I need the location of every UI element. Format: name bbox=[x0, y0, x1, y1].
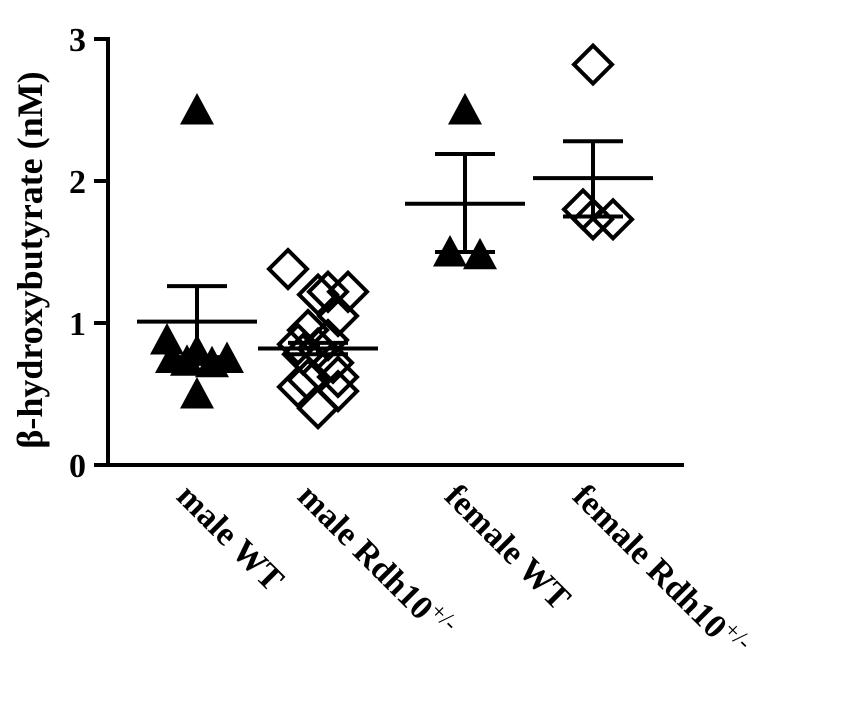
data-point-diamond bbox=[316, 369, 360, 413]
y-tick-label: 3 bbox=[69, 22, 86, 59]
axis-labels: 0 1 2 3 β-hydroxybutyrate (nM) male WT male Rd… bbox=[10, 22, 757, 666]
data-point-diamond bbox=[296, 272, 340, 317]
data-point-diamond bbox=[296, 386, 340, 431]
data-point-diamond bbox=[591, 197, 635, 242]
data-point-triangle bbox=[150, 323, 184, 355]
data-point-diamond bbox=[571, 42, 615, 87]
x-tick-label: female Rdh10+/- bbox=[565, 475, 756, 666]
data-point-diamond bbox=[316, 355, 360, 399]
x-tick-label: female WT bbox=[437, 477, 577, 617]
data-point-diamond bbox=[326, 269, 370, 314]
axes bbox=[94, 37, 684, 467]
data-point-diamond bbox=[311, 340, 355, 385]
y-tick-label: 2 bbox=[69, 164, 86, 201]
data-point-triangle bbox=[448, 93, 482, 125]
data-point-triangle bbox=[180, 93, 214, 125]
y-tick-label: 1 bbox=[69, 306, 86, 343]
x-tick-label: male WT bbox=[169, 477, 290, 598]
x-tick-label: male Rdh10+/- bbox=[290, 475, 462, 647]
data-point-diamond bbox=[316, 294, 360, 338]
data-point-diamond bbox=[276, 365, 320, 409]
data-point-triangle bbox=[180, 377, 214, 409]
data-point-diamond bbox=[306, 269, 350, 314]
data-point-diamond bbox=[571, 197, 615, 242]
y-tick-label: 0 bbox=[69, 448, 86, 485]
data-point-diamond bbox=[266, 247, 310, 291]
data-point-triangle bbox=[195, 345, 229, 378]
data-marks bbox=[137, 42, 653, 431]
y-axis-title: β-hydroxybutyrate (nM) bbox=[10, 71, 50, 448]
